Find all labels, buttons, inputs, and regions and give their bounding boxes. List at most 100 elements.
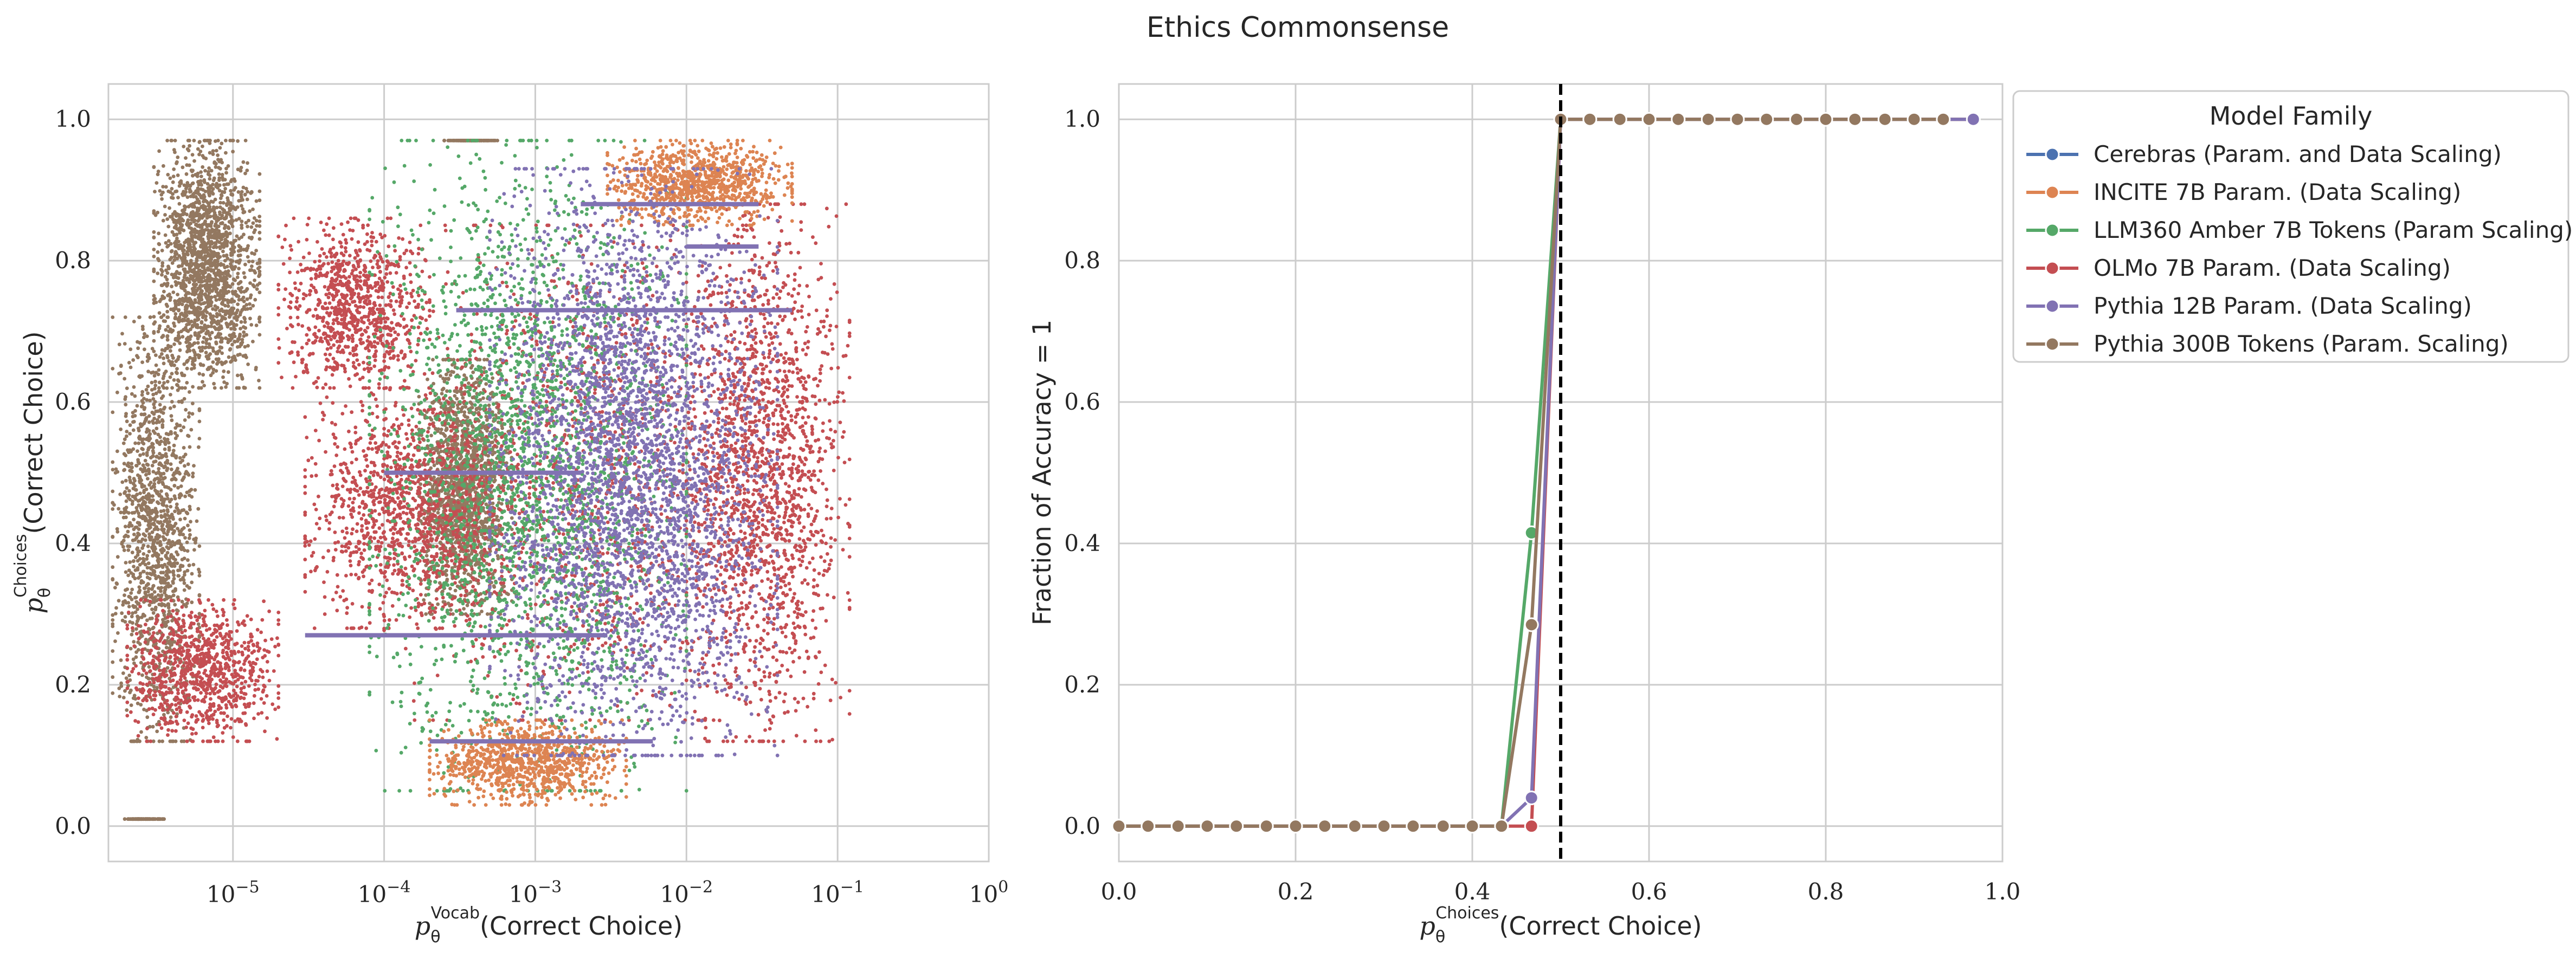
scatter-point	[164, 573, 168, 578]
scatter-point	[201, 203, 205, 208]
scatter-point	[228, 348, 232, 352]
scatter-point	[166, 619, 170, 624]
scatter-point	[155, 527, 159, 531]
scatter-point	[221, 263, 226, 267]
scatter-point	[122, 548, 126, 552]
scatter-point	[234, 260, 239, 264]
scatter-point	[152, 294, 156, 298]
scatter-point	[221, 201, 226, 205]
scatter-point	[181, 209, 184, 213]
scatter-point	[197, 419, 202, 424]
scatter-point	[465, 603, 469, 607]
scatter-point	[156, 593, 160, 597]
scatter-point	[226, 269, 230, 273]
scatter-point	[147, 500, 152, 504]
scatter-point	[143, 347, 146, 352]
scatter-point	[216, 218, 221, 222]
scatter-point	[182, 588, 186, 592]
scatter-point	[481, 139, 486, 142]
scatter-point	[474, 561, 479, 566]
scatter-point	[197, 437, 202, 440]
scatter-point	[182, 581, 186, 585]
scatter-point	[242, 330, 246, 334]
scatter-point	[220, 362, 224, 366]
scatter-point	[129, 449, 133, 453]
scatter-point	[188, 528, 192, 532]
scatter-point	[159, 593, 164, 598]
scatter-point	[169, 256, 173, 260]
scatter-point	[111, 624, 115, 628]
scatter-point	[170, 273, 174, 276]
scatter-point	[440, 388, 445, 392]
scatter-point	[196, 622, 201, 626]
scatter-point	[132, 533, 136, 536]
scatter-point	[143, 534, 147, 538]
scatter-point	[239, 320, 243, 324]
scatter-point	[152, 322, 156, 326]
scatter-point	[165, 277, 169, 282]
scatter-point	[253, 297, 257, 302]
scatter-point	[276, 705, 281, 709]
scatter-point	[111, 649, 115, 653]
scatter-point	[439, 374, 442, 378]
scatter-point	[184, 605, 188, 608]
scatter-point	[251, 340, 255, 344]
scatter-point	[244, 303, 249, 307]
scatter-point	[120, 618, 125, 623]
scatter-point	[197, 152, 201, 157]
scatter-point	[115, 555, 120, 559]
scatter-point	[157, 258, 161, 263]
scatter-point	[111, 613, 115, 617]
scatter-point	[164, 645, 169, 650]
scatter-point	[152, 279, 156, 283]
scatter-point	[163, 213, 167, 217]
scatter-point	[165, 458, 170, 463]
scatter-point	[247, 260, 251, 263]
scatter-point	[124, 403, 128, 407]
scatter-point	[123, 342, 127, 346]
scatter-point	[209, 301, 213, 305]
scatter-point	[150, 587, 154, 591]
scatter-point	[450, 443, 454, 446]
scatter-point	[144, 417, 148, 421]
scatter-point	[176, 691, 180, 696]
scatter-point	[190, 611, 194, 614]
scatter-point	[145, 497, 150, 501]
scatter-point	[249, 323, 254, 327]
scatter-point	[157, 521, 162, 525]
scatter-point	[166, 636, 170, 639]
scatter-point	[223, 186, 227, 191]
scatter-point	[449, 370, 454, 374]
scatter-point	[176, 424, 179, 428]
scatter-point	[152, 339, 156, 343]
scatter-point	[157, 231, 161, 236]
scatter-point	[223, 309, 227, 313]
scatter-point	[224, 230, 228, 234]
scatter-point	[150, 463, 154, 468]
scatter-point	[221, 302, 225, 306]
scatter-point	[223, 258, 227, 263]
scatter-point	[149, 519, 153, 522]
scatter-point	[178, 243, 183, 247]
scatter-point	[214, 286, 217, 289]
scatter-point	[121, 600, 125, 604]
scatter-point	[497, 519, 500, 522]
scatter-point	[160, 524, 164, 528]
scatter-point	[141, 448, 145, 451]
scatter-point	[184, 261, 189, 265]
scatter-point	[214, 242, 218, 246]
scatter-point	[187, 411, 191, 415]
scatter-point	[160, 348, 164, 352]
scatter-point	[218, 324, 223, 328]
scatter-point	[166, 440, 171, 445]
scatter-point	[156, 170, 160, 173]
scatter-point	[163, 233, 168, 237]
scatter-point	[192, 230, 196, 234]
scatter-point	[179, 179, 183, 183]
scatter-point	[199, 691, 203, 695]
scatter-point	[459, 407, 463, 411]
scatter-point	[163, 581, 168, 585]
scatter-point	[128, 497, 132, 502]
scatter-point	[171, 555, 175, 559]
scatter-point	[152, 331, 156, 335]
